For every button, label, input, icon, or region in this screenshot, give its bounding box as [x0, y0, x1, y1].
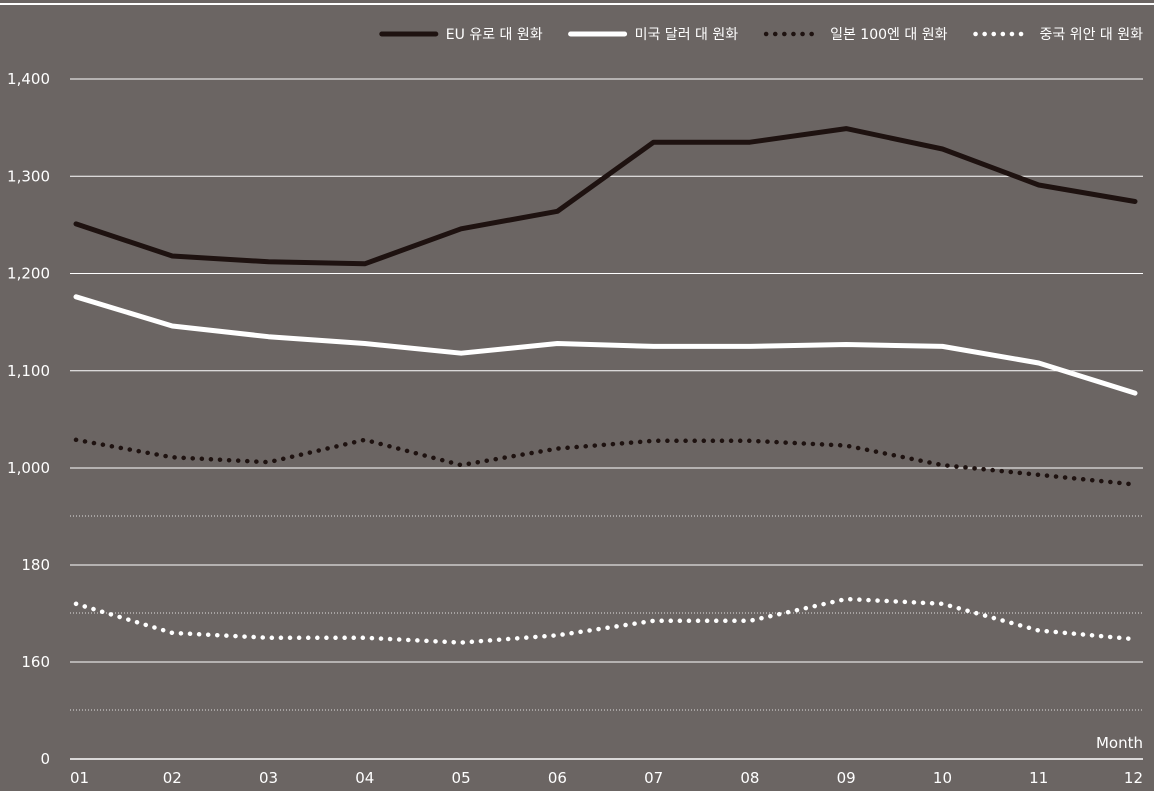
- series-layer: [73, 126, 1138, 645]
- series-line: [73, 294, 1138, 396]
- axis-layer: 0 160 180 1,000 1,100 1,200 1,300 1,400 01 02 03 04…: [7, 70, 1143, 787]
- y-tick-label: 180: [21, 556, 50, 574]
- x-tick-label: 03: [259, 769, 278, 787]
- y-tick-label: 1,200: [7, 265, 50, 283]
- legend-label: EU 유로 대 원화: [446, 27, 543, 43]
- y-tick-label: 1,300: [7, 167, 50, 185]
- x-tick-label: 10: [933, 769, 952, 787]
- legend-label: 중국 위안 대 원화: [1040, 27, 1144, 43]
- legend-item: 중국 위안 대 원화: [973, 27, 1144, 43]
- x-tick-label: 01: [70, 769, 89, 787]
- grid-layer: [0, 3, 1154, 760]
- series-line: [73, 126, 1138, 267]
- x-tick-label: 02: [163, 769, 182, 787]
- x-tick-label: 07: [644, 769, 663, 787]
- series-line: [73, 596, 1138, 645]
- y-tick-label: 1,100: [7, 362, 50, 380]
- x-tick-label: 05: [452, 769, 471, 787]
- x-tick-label: 12: [1124, 769, 1143, 787]
- legend-item: 미국 달러 대 원화: [568, 27, 739, 43]
- x-tick-label: 11: [1029, 769, 1048, 787]
- series-line: [73, 437, 1138, 487]
- y-tick-label: 160: [21, 653, 50, 671]
- legend-item: 일본 100엔 대 원화: [763, 27, 948, 43]
- legend-label: 일본 100엔 대 원화: [830, 27, 947, 43]
- x-tick-label: 09: [837, 769, 856, 787]
- y-tick-label: 1,400: [7, 70, 50, 88]
- legend-item: EU 유로 대 원화: [379, 27, 543, 43]
- y-tick-label: 0: [40, 750, 50, 768]
- legend: EU 유로 대 원화 미국 달러 대 원화 일본 100엔 대 원화 중국 위안 대 …: [379, 27, 1144, 43]
- x-axis-title: Month: [1096, 734, 1143, 752]
- y-tick-label: 1,000: [7, 459, 50, 477]
- x-tick-label: 06: [548, 769, 567, 787]
- x-tick-label: 04: [355, 769, 374, 787]
- x-tick-label: 08: [740, 769, 759, 787]
- legend-label: 미국 달러 대 원화: [635, 27, 739, 43]
